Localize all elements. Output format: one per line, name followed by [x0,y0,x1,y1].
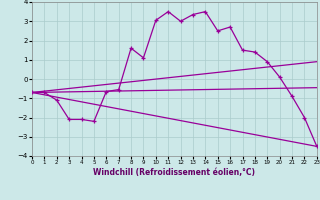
X-axis label: Windchill (Refroidissement éolien,°C): Windchill (Refroidissement éolien,°C) [93,168,255,177]
